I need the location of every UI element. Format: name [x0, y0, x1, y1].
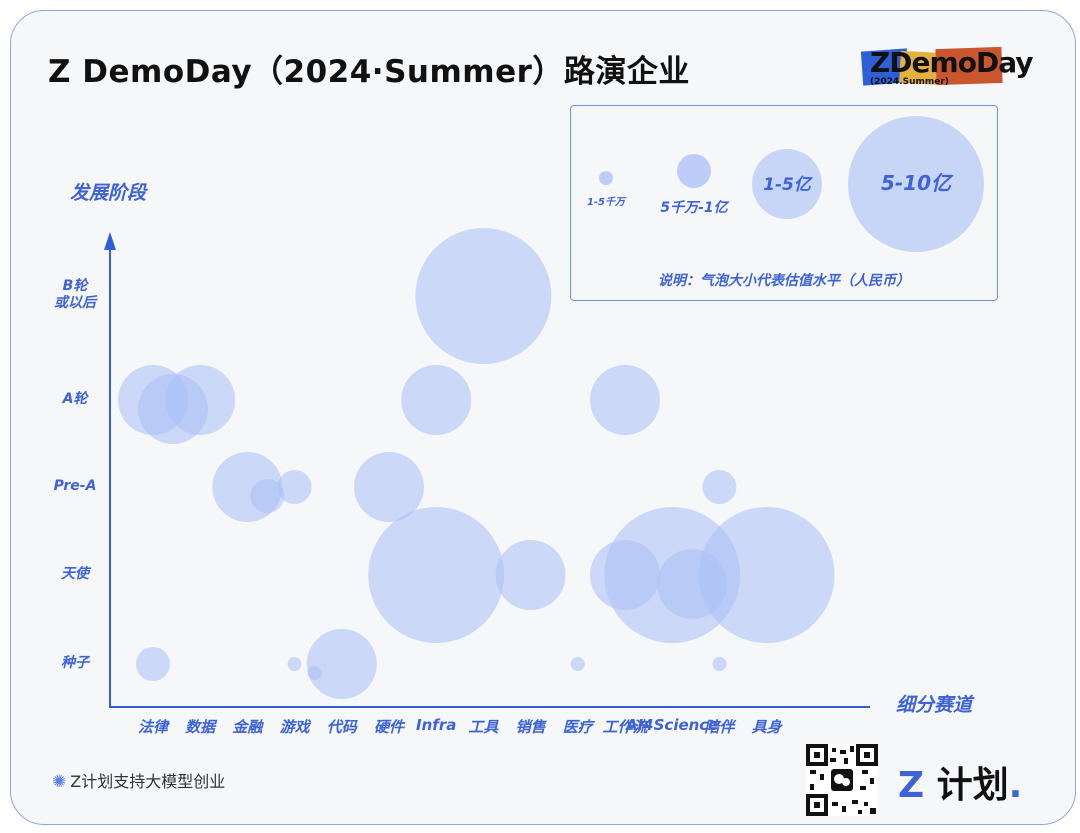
bubble-point	[165, 365, 236, 435]
y-axis-arrow	[104, 232, 116, 250]
x-tick-label: 数据	[185, 718, 216, 736]
bubble-point	[570, 657, 585, 671]
x-tick-label: Infra	[416, 716, 457, 734]
size-legend-title: 说明：气泡大小代表估值水平（人民币）	[658, 272, 910, 289]
legend-label: 1-5亿	[763, 175, 814, 195]
legend-bubble	[848, 116, 984, 252]
brand-z: Z	[898, 765, 925, 806]
bubbles-layer	[118, 228, 835, 699]
x-tick-label: 工作流	[602, 718, 648, 736]
x-tick-label: AI4Science	[625, 716, 719, 734]
bubble-point	[136, 647, 170, 681]
brand-dot: .	[1008, 765, 1023, 806]
y-tick-label: 天使	[61, 566, 89, 582]
sparkle-icon: ✺	[52, 772, 67, 792]
x-tick-label: 工具	[468, 718, 499, 736]
legend-bubbles-layer: 1-5千万 5千万-1亿 1-5亿 5-10亿	[587, 116, 984, 252]
x-tick-label: 游戏	[279, 718, 310, 736]
legend-label: 5千万-1亿	[660, 199, 729, 216]
qr-code	[806, 744, 878, 816]
legend-label: 5-10亿	[881, 171, 954, 195]
brand-text: 计划	[936, 765, 1009, 806]
x-tick-label: 金融	[232, 718, 263, 736]
x-tick-label: 硬件	[373, 718, 405, 736]
bubble-point	[368, 507, 505, 643]
bubble-point	[698, 507, 835, 643]
bubble-point	[590, 365, 660, 435]
bubble-point	[287, 657, 302, 671]
bubble-point	[401, 365, 472, 435]
x-tick-label: 陪伴	[704, 718, 735, 736]
y-tick-label: 种子	[61, 655, 89, 671]
z-plan-brand: Z 计划.	[898, 756, 1022, 808]
logo-main-text: ZDemoDay	[870, 46, 1033, 79]
footer-text: Z计划支持大模型创业	[70, 772, 226, 791]
bubble-point	[354, 452, 424, 522]
size-legend-box	[570, 105, 998, 301]
x-tick-label: 代码	[326, 718, 357, 736]
bubble-point	[306, 629, 377, 699]
x-tick-label: 医疗	[562, 718, 593, 736]
bubble-point	[415, 228, 552, 364]
legend-bubble	[677, 154, 711, 188]
demoday-logo: ZDemoDay (2024.Summer)	[856, 44, 1033, 94]
page-title: Z DemoDay（2024·Summer）路演企业	[48, 54, 690, 90]
bubble-point	[702, 470, 737, 504]
bubble-point	[250, 479, 285, 513]
y-tick-label: Pre-A	[53, 478, 97, 494]
y-tick-label: A轮	[62, 391, 88, 407]
bubble-point	[277, 470, 312, 504]
x-tick-label: 法律	[137, 718, 169, 736]
bubble-point	[712, 657, 727, 671]
legend-label: 1-5千万	[587, 196, 627, 208]
x-tick-label: 具身	[751, 718, 782, 736]
legend-bubble	[599, 171, 613, 185]
x-tick-label: 销售	[515, 718, 546, 736]
legend-bubble	[752, 149, 822, 219]
footer-slogan: ✺ Z计划支持大模型创业	[52, 768, 225, 792]
logo-sub-text: (2024.Summer)	[870, 77, 949, 87]
y-axis-title: 发展阶段	[70, 182, 147, 204]
y-tick-label: B轮 或以后	[54, 278, 96, 311]
bubble-point	[495, 540, 566, 610]
x-axis-title: 细分赛道	[896, 694, 973, 716]
